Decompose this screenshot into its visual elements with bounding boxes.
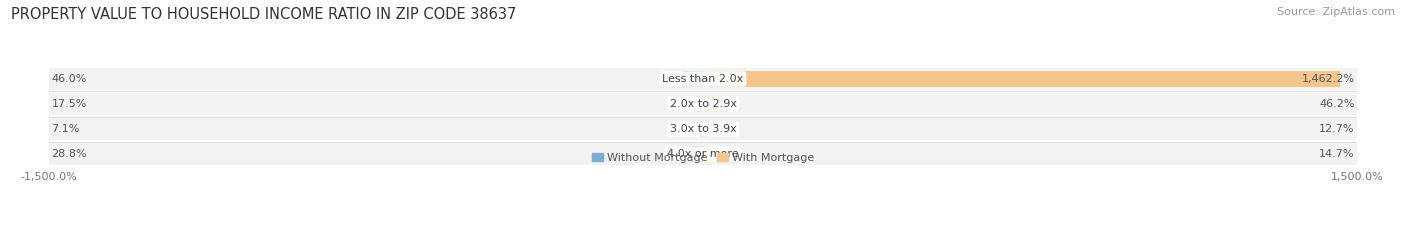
Bar <box>703 146 710 162</box>
Bar <box>49 68 1357 90</box>
Bar <box>703 71 1340 87</box>
Text: 28.8%: 28.8% <box>52 149 87 159</box>
Text: 7.1%: 7.1% <box>52 124 80 134</box>
Text: Source: ZipAtlas.com: Source: ZipAtlas.com <box>1277 7 1395 17</box>
Bar <box>696 96 703 112</box>
Text: 2.0x to 2.9x: 2.0x to 2.9x <box>669 99 737 109</box>
Bar <box>49 143 1357 165</box>
Text: 1,462.2%: 1,462.2% <box>1302 74 1354 84</box>
Bar <box>690 146 703 162</box>
Bar <box>703 121 709 137</box>
Text: 46.2%: 46.2% <box>1319 99 1354 109</box>
Bar <box>700 121 703 137</box>
Text: 12.7%: 12.7% <box>1319 124 1354 134</box>
Text: 46.0%: 46.0% <box>52 74 87 84</box>
Bar <box>49 93 1357 115</box>
Bar <box>683 71 703 87</box>
Text: Less than 2.0x: Less than 2.0x <box>662 74 744 84</box>
Legend: Without Mortgage, With Mortgage: Without Mortgage, With Mortgage <box>588 148 818 167</box>
Text: 14.7%: 14.7% <box>1319 149 1354 159</box>
Text: PROPERTY VALUE TO HOUSEHOLD INCOME RATIO IN ZIP CODE 38637: PROPERTY VALUE TO HOUSEHOLD INCOME RATIO… <box>11 7 516 22</box>
Text: 17.5%: 17.5% <box>52 99 87 109</box>
Text: 3.0x to 3.9x: 3.0x to 3.9x <box>669 124 737 134</box>
Text: 4.0x or more: 4.0x or more <box>668 149 738 159</box>
Bar <box>703 96 723 112</box>
Bar <box>49 118 1357 140</box>
